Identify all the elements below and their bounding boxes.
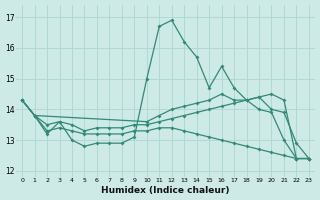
X-axis label: Humidex (Indice chaleur): Humidex (Indice chaleur) — [101, 186, 230, 195]
